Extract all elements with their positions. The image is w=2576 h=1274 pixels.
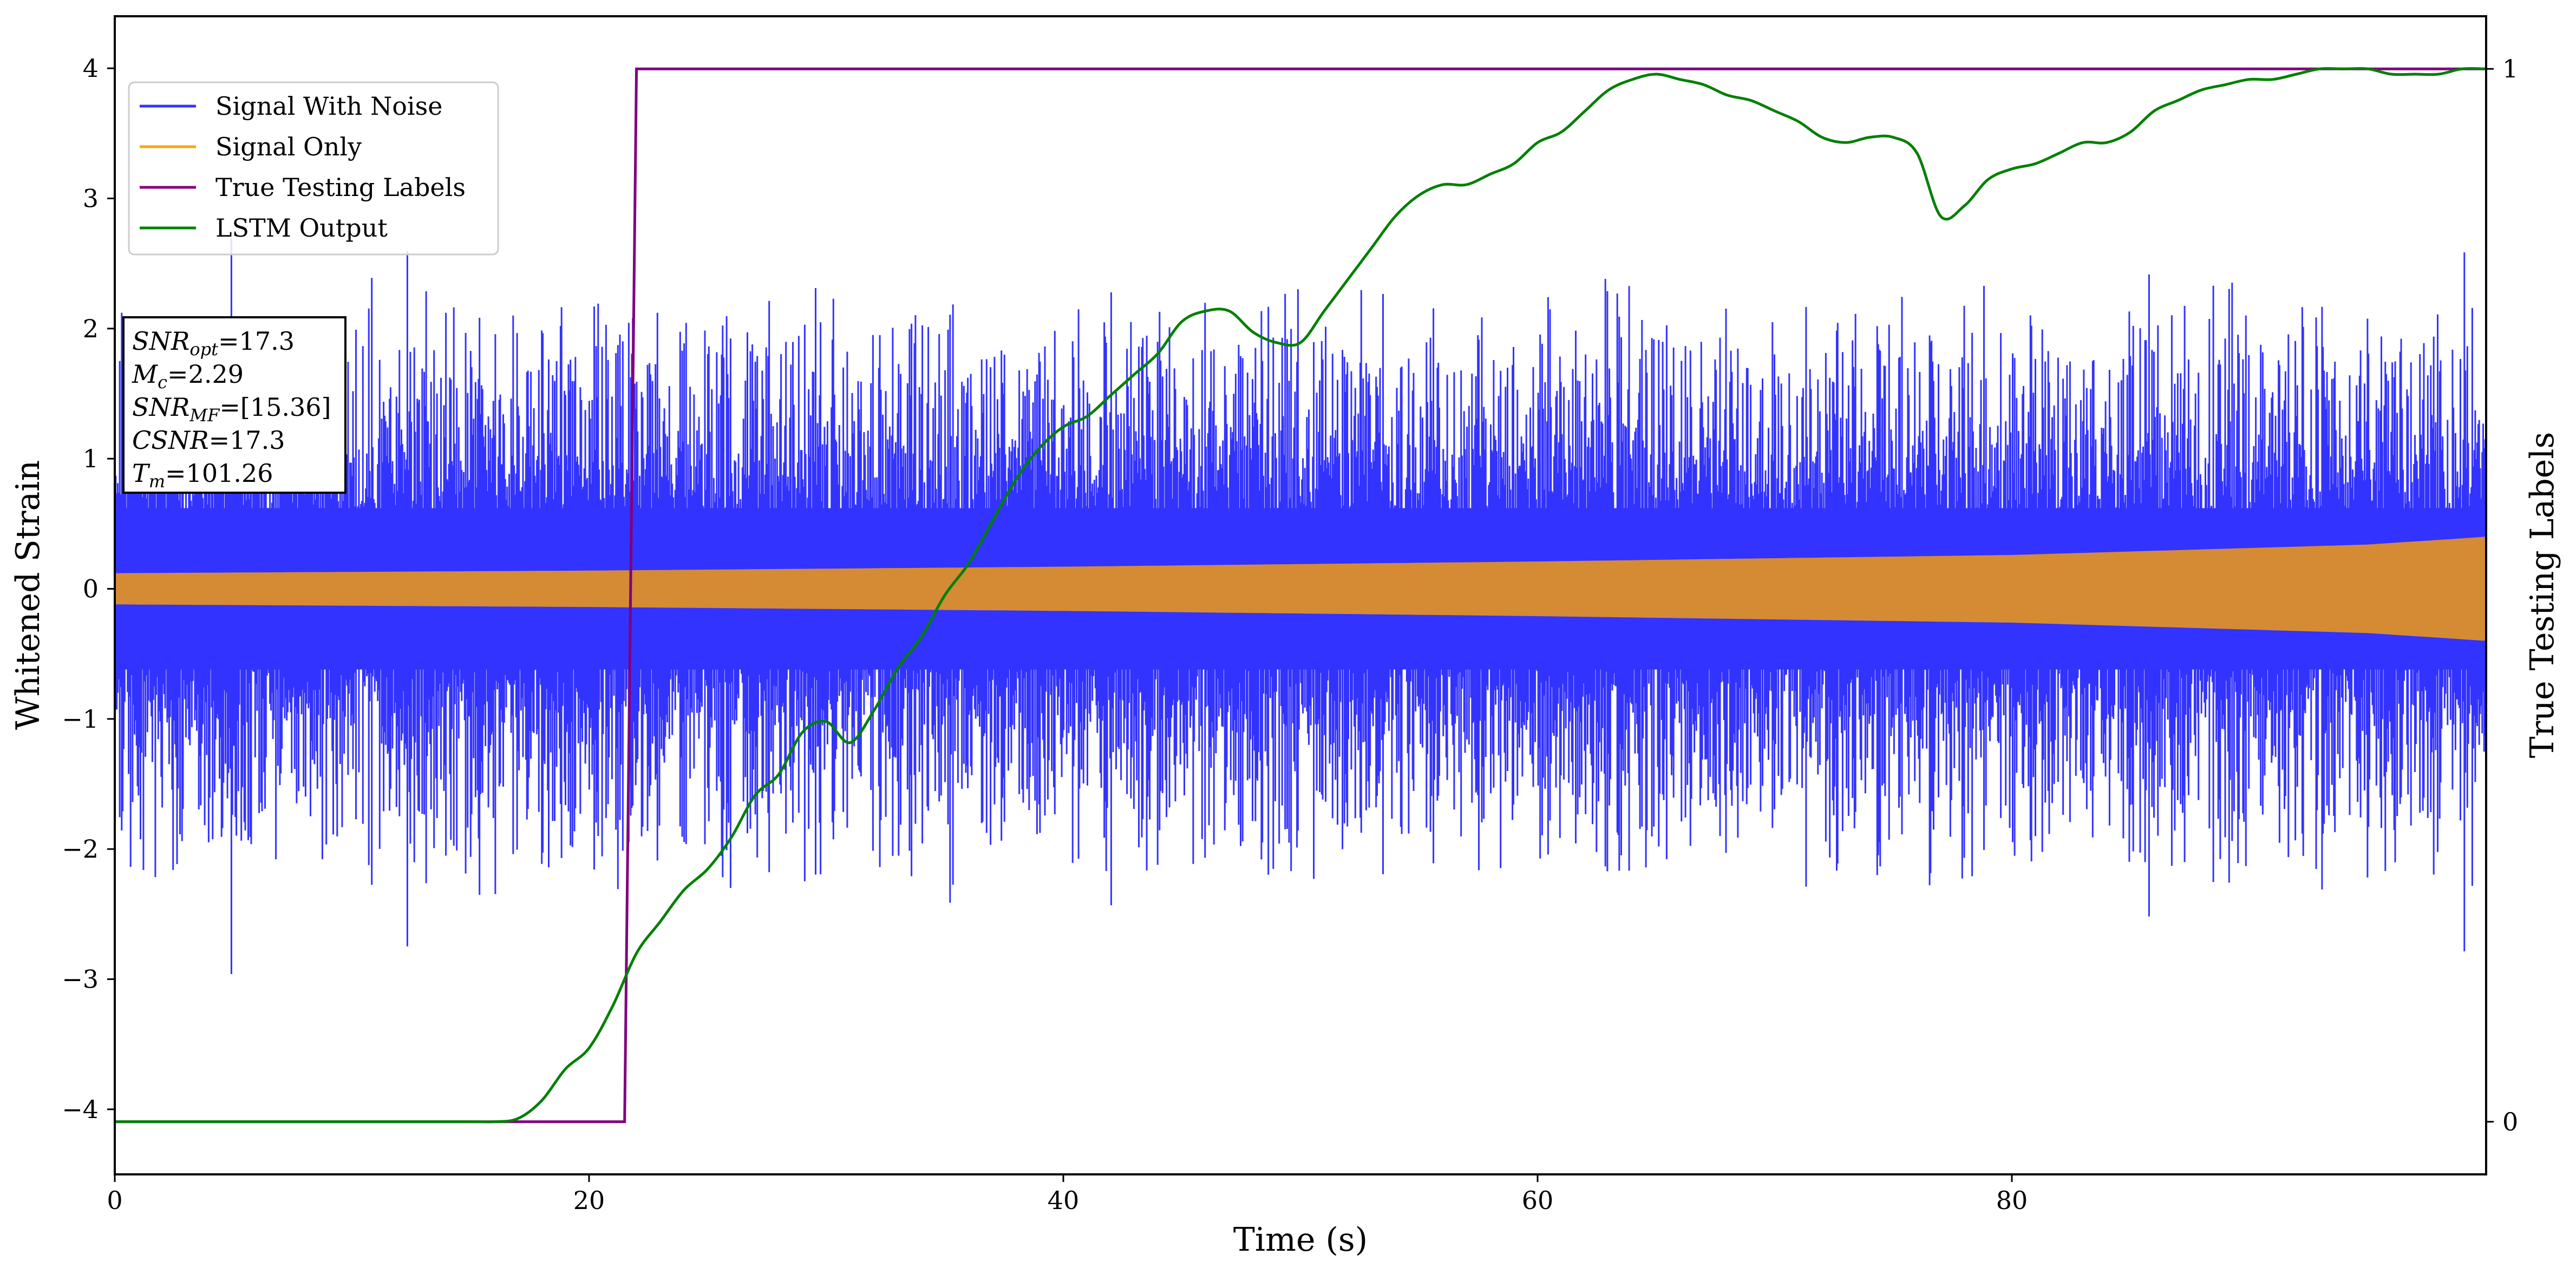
annotation-subscript: m: [149, 471, 165, 492]
legend-entry-label: Signal With Noise: [215, 92, 442, 121]
y-axis-label: Whitened Strain: [9, 460, 47, 730]
legend-entry-label: True Testing Labels: [215, 173, 466, 202]
annotation-line: Mc=2.29: [132, 360, 244, 393]
x-axis: 0 20 40 60 80: [107, 1174, 2028, 1215]
y-axis-right: 01: [2486, 54, 2518, 1136]
x-tick-label: 20: [573, 1186, 605, 1215]
annotation-symbol: CSNR: [132, 426, 209, 455]
annotation-subscript: MF: [189, 405, 220, 426]
x-tick-label: 40: [1048, 1186, 1080, 1215]
y-tick-label: 0: [83, 574, 99, 603]
x-tick-label: 80: [1996, 1186, 2028, 1215]
annotation-symbol: T: [132, 459, 151, 488]
y-tick-label: −1: [62, 704, 99, 734]
y2-axis-label: True Testing Labels: [2523, 432, 2561, 759]
y-axis-left: −4 −3 −2 −1 0 1 2 3 4: [62, 54, 115, 1124]
annotation-subscript: c: [158, 372, 167, 393]
annotation-line: SNRMF=[15.36]: [132, 393, 331, 426]
y-tick-label: 1: [83, 444, 99, 473]
annotation-subscript: opt: [189, 339, 218, 360]
parameter-annotation-box: SNRopt=17.3Mc=2.29SNRMF=[15.36]CSNR=17.3…: [122, 316, 346, 494]
annotation-symbol: SNR: [132, 393, 189, 422]
annotation-value: =17.3: [218, 326, 295, 356]
annotation-value: =2.29: [167, 360, 244, 389]
y2-tick-label: 1: [2502, 54, 2518, 83]
legend: Signal With Noise Signal Only True Testing…: [128, 81, 499, 256]
signal-only-trace: [115, 537, 2486, 641]
legend-entry-label: LSTM Output: [215, 213, 388, 243]
plot-frame: [114, 15, 2487, 1175]
y-tick-label: 4: [83, 54, 99, 83]
x-axis-label: Time (s): [1233, 1221, 1368, 1259]
annotation-frame: [122, 316, 346, 494]
annotation-value: =101.26: [165, 459, 273, 488]
y-tick-label: 3: [83, 184, 99, 213]
lstm-output-line: [115, 67, 2486, 1123]
y-tick-label: 2: [83, 314, 99, 343]
y-tick-label: −4: [62, 1095, 99, 1124]
legend-entry-label: Signal Only: [215, 132, 362, 161]
annotation-line: Tm=101.26: [132, 459, 273, 492]
y2-tick-label: 0: [2502, 1107, 2518, 1136]
signal-only-band: [115, 537, 2486, 641]
annotation-value: =17.3: [209, 426, 285, 455]
x-tick-label: 0: [107, 1186, 122, 1215]
annotation-value: =[15.36]: [219, 393, 331, 422]
annotation-symbol: M: [132, 360, 159, 389]
annotation-line: CSNR=17.3: [132, 426, 285, 455]
annotation-line: SNRopt=17.3: [132, 326, 295, 360]
x-tick-label: 60: [1522, 1186, 1554, 1215]
legend-frame: [128, 81, 499, 256]
y-tick-label: −3: [62, 964, 99, 994]
annotation-symbol: SNR: [132, 326, 189, 356]
y-tick-label: −2: [62, 834, 99, 864]
lstm-output-trace: [115, 67, 2486, 1123]
